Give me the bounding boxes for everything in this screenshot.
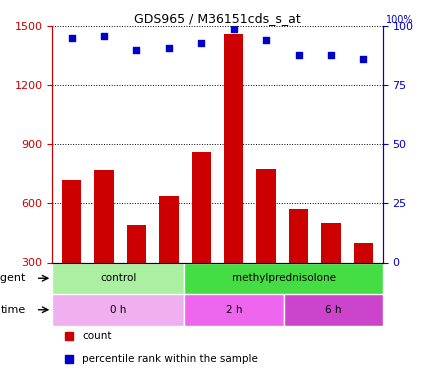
- Bar: [94, 170, 114, 262]
- Text: 2 h: 2 h: [225, 305, 242, 315]
- Bar: [52, 262, 184, 294]
- Bar: [256, 169, 275, 262]
- Text: control: control: [100, 273, 136, 283]
- Bar: [52, 294, 184, 326]
- Point: [262, 38, 269, 44]
- Point: [133, 47, 140, 53]
- Bar: [288, 209, 308, 262]
- Bar: [353, 243, 372, 262]
- Bar: [283, 294, 382, 326]
- Bar: [320, 223, 340, 262]
- Point: [327, 52, 334, 58]
- Text: 100%: 100%: [385, 15, 413, 25]
- Text: count: count: [82, 331, 111, 341]
- Bar: [159, 196, 178, 262]
- Point: [230, 26, 237, 32]
- Text: 0 h: 0 h: [110, 305, 126, 315]
- Point: [165, 45, 172, 51]
- Text: agent: agent: [0, 273, 26, 283]
- Point: [294, 52, 301, 58]
- Bar: [191, 152, 210, 262]
- Point: [197, 40, 204, 46]
- Bar: [184, 294, 283, 326]
- Bar: [126, 225, 146, 262]
- Point: [359, 56, 366, 62]
- Text: percentile rank within the sample: percentile rank within the sample: [82, 354, 257, 364]
- Bar: [184, 262, 382, 294]
- Bar: [224, 34, 243, 262]
- Title: GDS965 / M36151cds_s_at: GDS965 / M36151cds_s_at: [134, 12, 300, 25]
- Text: time: time: [0, 305, 26, 315]
- Text: methylprednisolone: methylprednisolone: [231, 273, 335, 283]
- Point: [68, 35, 75, 41]
- Bar: [62, 180, 81, 262]
- Point: [100, 33, 107, 39]
- Text: 6 h: 6 h: [324, 305, 341, 315]
